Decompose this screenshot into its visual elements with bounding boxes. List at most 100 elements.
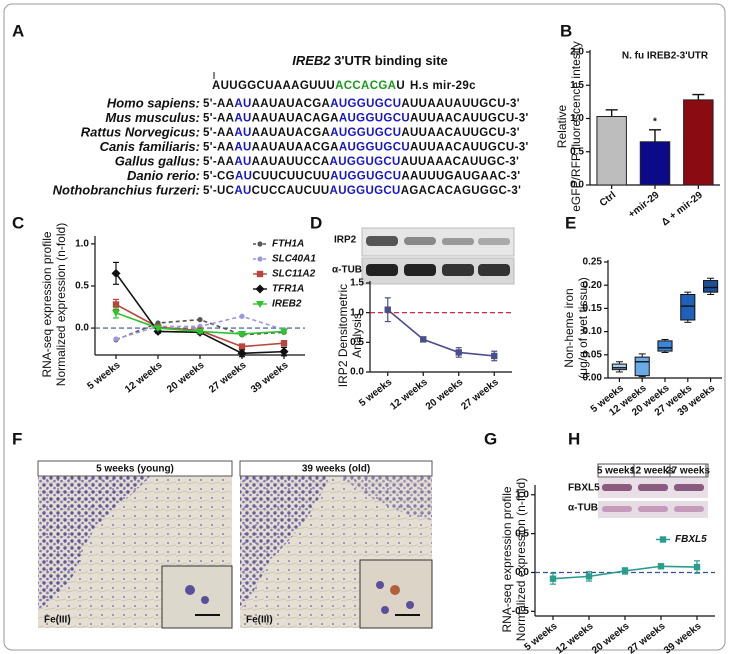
y-tick-label: -0.5 [512, 606, 530, 617]
sequence-segment: 5'-AA [203, 127, 234, 139]
query-name: H.s mir-29c [410, 80, 476, 92]
query-segment: ACCACGA [335, 80, 396, 92]
panel-label: G [484, 429, 497, 448]
species-sequence: 5'-AAAUAAUAUACGAAUGGUGCUAUUAAUAUUGCU-3' [203, 98, 520, 110]
marker [585, 573, 593, 580]
species-name: Gallus gallus: [115, 153, 200, 168]
marker [491, 352, 498, 360]
sequence-segment: AUUAAUAUUGCU-3' [401, 98, 520, 110]
y-axis-label: eGFP/RFP fluorescence intesity [569, 41, 583, 212]
y-tick-label: 0.5 [570, 146, 584, 157]
sequence-segment: AUGGUGCU [330, 98, 401, 110]
species-sequence: 5'-AAAUAAUAUACAGAAUGGUGCUAUUAACAUUGCU-3' [203, 113, 529, 125]
marker [420, 336, 427, 343]
histology-title: 5 weeks (young) [96, 464, 174, 475]
marker [112, 309, 120, 317]
y-tick-label: 0.05 [583, 349, 603, 360]
marker [384, 306, 391, 313]
legend-marker [256, 301, 264, 308]
stain-label: Fe(III) [44, 615, 71, 626]
y-tick-label: 0.0 [75, 323, 89, 334]
stain-label: Fe(III) [246, 615, 273, 626]
query-segment: AUUGGCUAAAGUUU [212, 80, 335, 92]
legend-label: SLC40A1 [272, 254, 316, 265]
histology-images [37, 460, 433, 629]
box [657, 340, 673, 352]
legend-label: IREB2 [272, 299, 302, 310]
species-name: Rattus Norvegicus: [81, 124, 200, 139]
species-name: Canis familiaris: [100, 139, 200, 154]
box [634, 356, 650, 377]
species-name: Mus musculus: [105, 110, 200, 125]
marker [111, 268, 121, 278]
box [611, 363, 627, 371]
y-tick-label: 0.00 [583, 373, 603, 384]
sequence-segment: AUUAAACAUUGC-3' [401, 156, 520, 168]
alignment-title: IREB2 3'UTR binding site [292, 53, 448, 68]
y-axis-label: Analysis [350, 313, 364, 358]
marker [238, 330, 246, 338]
species-name: Nothobranchius furzeri: [53, 182, 200, 197]
sequence-segment: AUGGUGCU [330, 185, 401, 197]
sequence-segment: AUGGUGCU [330, 171, 401, 183]
sequence-segment: AUGGUGCU [339, 113, 410, 125]
marker [237, 348, 247, 358]
sequence-segment: 5'-UC [203, 185, 234, 197]
legend-marker [257, 241, 263, 247]
bar [683, 99, 714, 186]
query-segment: U [396, 80, 405, 92]
species-name: Homo sapiens: [107, 95, 200, 110]
sequence-segment: AU [234, 156, 251, 168]
sequence-segment: AAUAUACAGA [252, 113, 339, 125]
y-axis-label: Non-heme iron [562, 288, 576, 367]
legend-marker [256, 270, 264, 278]
sequence-segment: AAUAUUCCA [252, 156, 330, 168]
chart-title: N. fu IREB2-3'UTR [622, 51, 709, 62]
sequence-segment: AU [234, 142, 251, 154]
y-tick-label: 0.5 [350, 337, 364, 348]
panel-label: C [12, 213, 24, 232]
query-sequence: AUUGGCUAAAGUUUACCACGAU H.s mir-29c [212, 80, 476, 92]
histology-title: 39 weeks (old) [302, 464, 370, 475]
sequence-segment: AU [234, 185, 251, 197]
y-axis-label: Normalized expression (n-fold) [54, 223, 68, 386]
marker [549, 575, 557, 582]
species-name: Danio rerio: [127, 168, 200, 183]
sequence-segment: AUGGUGCU [330, 127, 401, 139]
marker [657, 563, 665, 570]
sequence-segment: CUUCUUCUU [252, 171, 330, 183]
panel-label: D [310, 213, 322, 232]
marker [196, 328, 204, 336]
bar [639, 141, 671, 186]
y-tick-label: 0.20 [583, 280, 603, 291]
sequence-segment: AAUAUACGA [252, 127, 331, 139]
y-axis-label: IRP2 Densitometric [336, 284, 350, 387]
blot-row-label: α-TUB [568, 503, 598, 514]
marker [280, 340, 288, 347]
sequence-segment: AUUAACAUUGCU-3' [410, 113, 529, 125]
sequence-segment: AU [234, 127, 251, 139]
legend-label: FBXL5 [675, 534, 707, 545]
legend-label: SLC11A2 [272, 269, 316, 280]
panel-label: E [565, 213, 576, 232]
legend-label: TFR1A [272, 284, 304, 295]
y-axis-label: (μg/g of wet tissue) [576, 277, 590, 379]
sequence-segment: AU [234, 113, 251, 125]
sequence-segment: AUUAACAUUGCU-3' [410, 142, 529, 154]
sequence-segment: AUGGUGCU [330, 156, 401, 168]
sequence-segment: AU [234, 98, 251, 110]
sequence-segment: AU [235, 171, 252, 183]
series-line [387, 309, 495, 357]
y-tick-label: 1.5 [570, 80, 584, 91]
sequence-segment: AUGGUGCU [339, 142, 410, 154]
marker [113, 336, 119, 342]
marker [455, 349, 462, 356]
y-tick-label: 0.5 [75, 281, 89, 292]
y-tick-label: 0.25 [583, 257, 603, 268]
bar [596, 116, 627, 186]
blot-row-label: IRP2 [334, 235, 357, 246]
y-tick-label: 1.0 [350, 307, 364, 318]
marker [112, 301, 120, 308]
y-tick-label: 1.5 [350, 278, 364, 289]
